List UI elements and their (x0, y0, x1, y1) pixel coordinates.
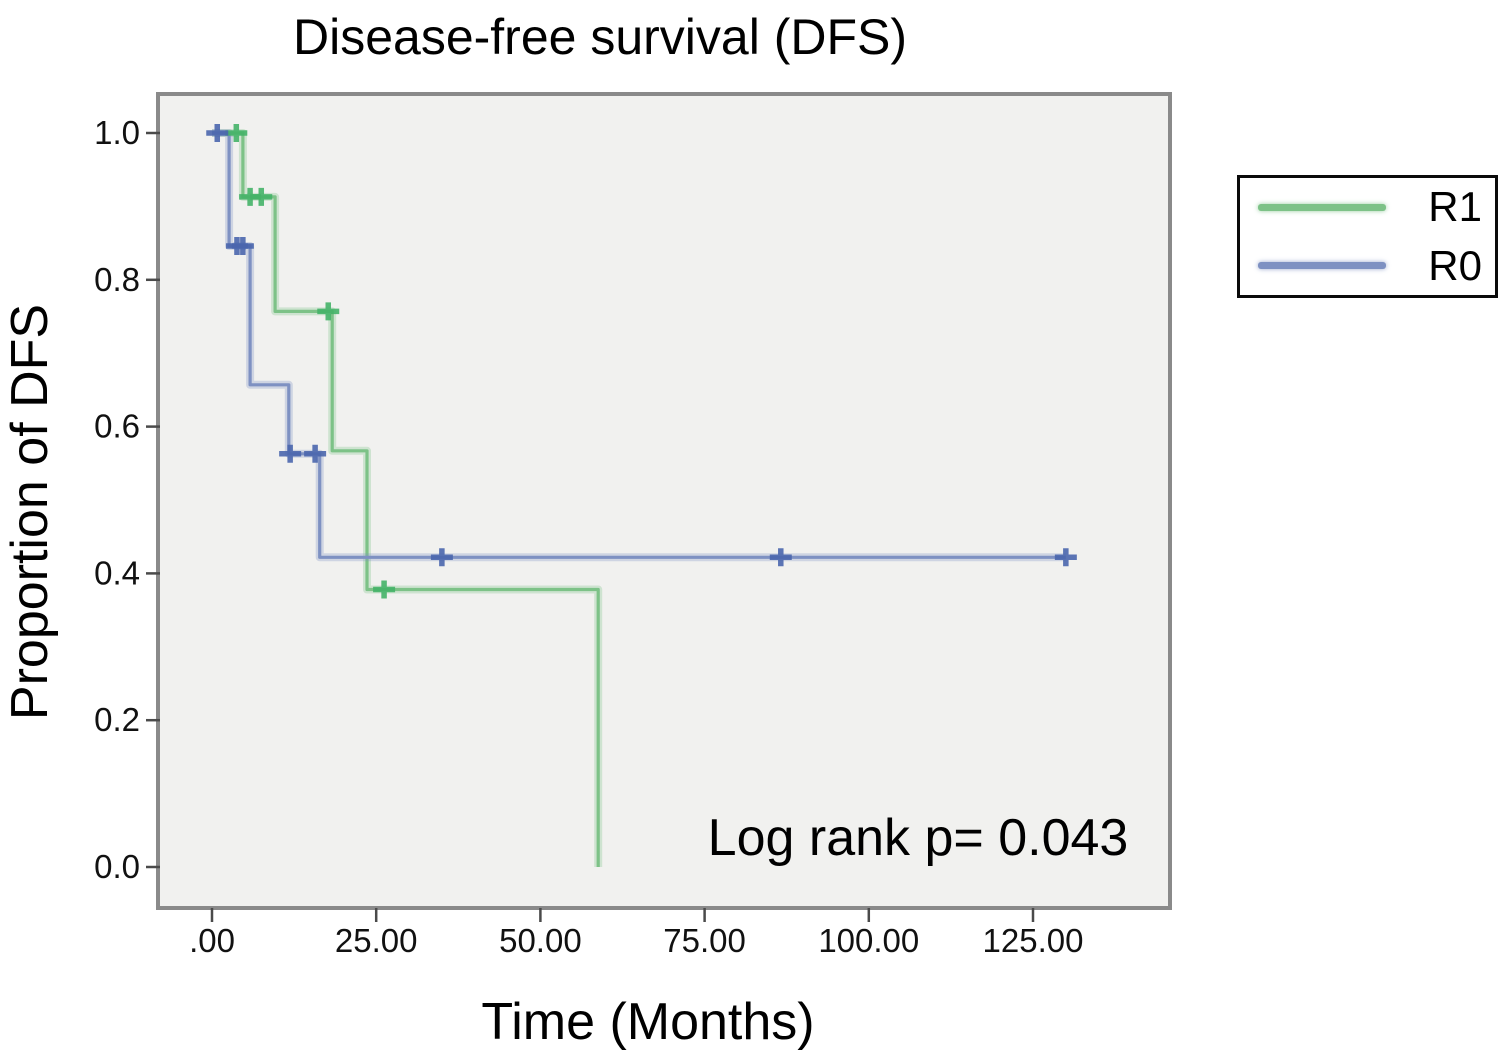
r1-censor-mark-4 (373, 580, 396, 599)
r0-curve (212, 131, 1066, 559)
legend-label-r1: R1 (1428, 183, 1482, 231)
y-axis-label: Proportion of DFS (1, 303, 59, 721)
r0-line-swatch (1258, 262, 1386, 270)
r0-censor-mark-7 (1054, 548, 1077, 567)
censor-marks (206, 124, 1077, 599)
axis-ticks: .00 25.00 50.00 75.00 100.00 125.00 1.0 0.8 0.6 0… (94, 114, 1083, 959)
x-tick-label-1: 25.00 (335, 922, 418, 959)
legend: R1 R0 (1237, 175, 1498, 298)
y-tick-label-2: 0.6 (94, 408, 140, 445)
x-tick-label-4: 100.00 (818, 922, 919, 959)
r0-censor-mark-5 (430, 548, 453, 567)
x-tick-label-2: 50.00 (499, 922, 582, 959)
r0-censor-mark-4 (304, 444, 327, 463)
x-tick-label-0: .00 (189, 922, 235, 959)
y-tick-label-0: 1.0 (94, 114, 140, 151)
r0-censor-mark-6 (769, 548, 792, 567)
y-tick-label-4: 0.2 (94, 701, 140, 738)
r1-censor-mark-2 (250, 187, 273, 206)
x-axis-label: Time (Months) (481, 993, 815, 1051)
r1-line-swatch (1258, 203, 1386, 211)
r0-censor-mark-0 (206, 124, 229, 142)
legend-row-r0: R0 (1240, 237, 1495, 295)
r1-censor-mark-3 (317, 302, 340, 321)
y-tick-label-3: 0.4 (94, 554, 140, 591)
r0-censor-mark-2 (231, 237, 254, 256)
x-tick-label-3: 75.00 (663, 922, 746, 959)
y-tick-label-1: 0.8 (94, 261, 140, 298)
pvalue-annotation: Log rank p= 0.043 (707, 809, 1129, 867)
r1-censor-mark-0 (225, 124, 248, 142)
y-tick-label-5: 0.0 (94, 848, 140, 885)
plot-background (156, 92, 1172, 910)
chart-title: Disease-free survival (DFS) (292, 9, 907, 65)
legend-label-r0: R0 (1428, 241, 1482, 289)
r0-censor-mark-3 (279, 444, 302, 463)
x-tick-label-5: 125.00 (983, 922, 1084, 959)
legend-row-r1: R1 (1240, 178, 1495, 236)
